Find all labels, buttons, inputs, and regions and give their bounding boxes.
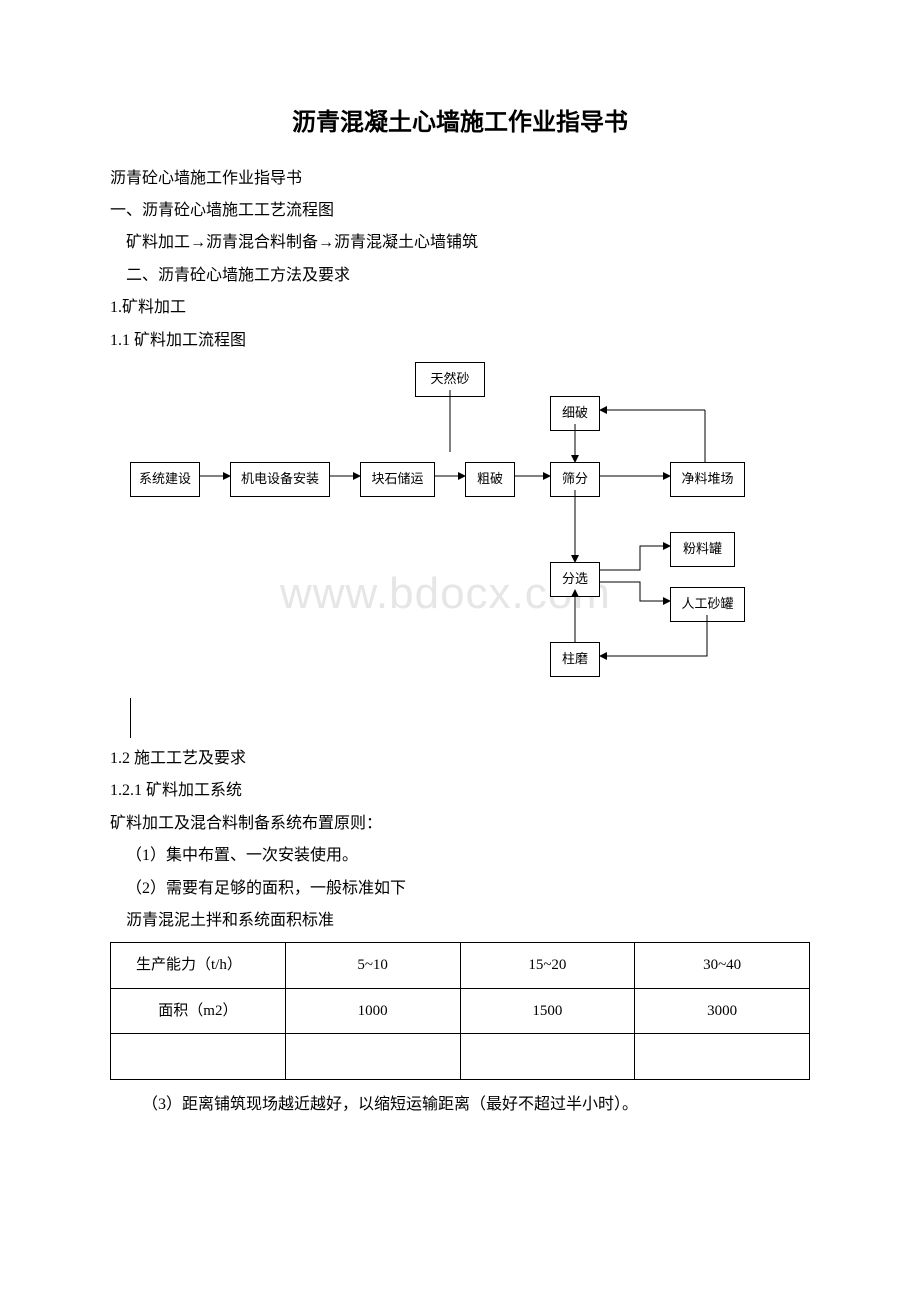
text-line: 沥青砼心墙施工作业指导书 — [110, 164, 810, 194]
table-cell: 1000 — [285, 988, 460, 1034]
flow-node-mech-install: 机电设备安装 — [230, 462, 330, 497]
table-cell: 1500 — [460, 988, 635, 1034]
text-line: 矿料加工及混合料制备系统布置原则： — [110, 809, 810, 839]
text-line: 矿料加工→沥青混合料制备→沥青混凝土心墙铺筑 — [110, 228, 810, 258]
flowchart-arrows — [130, 362, 830, 692]
table-cell: 生产能力（t/h） — [111, 943, 286, 989]
flowchart: www.bdocx.com 天然砂 细破 系统建设 机电设备安装 块石储运 粗破… — [130, 362, 830, 692]
text-line: （2）需要有足够的面积，一般标准如下 — [110, 874, 810, 904]
text-line: 沥青混泥土拌和系统面积标准 — [110, 906, 810, 936]
text-line: 1.2.1 矿料加工系统 — [110, 776, 810, 806]
table-cell: 15~20 — [460, 943, 635, 989]
flow-node-sand-tank: 人工砂罐 — [670, 587, 745, 622]
table-row — [111, 1034, 810, 1080]
table-row: 面积（m2） 1000 1500 3000 — [111, 988, 810, 1034]
flow-node-sieve: 筛分 — [550, 462, 600, 497]
table-cell: 3000 — [635, 988, 810, 1034]
flow-node-clean-yard: 净料堆场 — [670, 462, 745, 497]
page-title: 沥青混凝土心墙施工作业指导书 — [110, 100, 810, 146]
flow-node-column-mill: 柱磨 — [550, 642, 600, 677]
text-heading: 一、沥青砼心墙施工工艺流程图 — [110, 196, 810, 226]
table-cell — [111, 1034, 286, 1080]
text-line: （3）距离铺筑现场越近越好，以缩短运输距离（最好不超过半小时）。 — [110, 1090, 810, 1120]
text-line: 1.矿料加工 — [110, 293, 810, 323]
text-cursor — [130, 698, 131, 738]
area-standard-table: 生产能力（t/h） 5~10 15~20 30~40 面积（m2） 1000 1… — [110, 942, 810, 1080]
flow-node-coarse-crush: 粗破 — [465, 462, 515, 497]
table-cell: 30~40 — [635, 943, 810, 989]
flow-node-natural-sand: 天然砂 — [415, 362, 485, 397]
text-line: 1.2 施工工艺及要求 — [110, 744, 810, 774]
flow-node-system-build: 系统建设 — [130, 462, 200, 497]
text-line: 1.1 矿料加工流程图 — [110, 326, 810, 356]
table-cell: 面积（m2） — [111, 988, 286, 1034]
table-cell — [460, 1034, 635, 1080]
flow-node-sort: 分选 — [550, 562, 600, 597]
text-line: （1）集中布置、一次安装使用。 — [110, 841, 810, 871]
flow-node-powder-tank: 粉料罐 — [670, 532, 735, 567]
flow-node-fine-crush: 细破 — [550, 396, 600, 431]
table-cell — [635, 1034, 810, 1080]
table-cell: 5~10 — [285, 943, 460, 989]
flow-node-block-stone: 块石储运 — [360, 462, 435, 497]
table-row: 生产能力（t/h） 5~10 15~20 30~40 — [111, 943, 810, 989]
table-cell — [285, 1034, 460, 1080]
text-heading: 二、沥青砼心墙施工方法及要求 — [110, 261, 810, 291]
